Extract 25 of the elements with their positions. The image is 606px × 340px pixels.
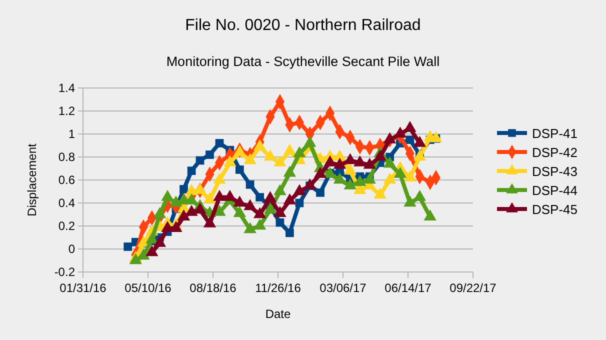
x-tick-label: 09/22/17 [450,281,497,295]
x-tick-label: 03/06/17 [320,281,367,295]
y-tick-label: 1 [68,127,76,141]
y-tick-label: 0.6 [58,173,76,187]
legend-label: DSP-43 [532,164,578,179]
legend-label: DSP-41 [532,126,578,141]
legend-label: DSP-42 [532,145,578,160]
y-tick-label: -0.2 [54,265,76,279]
legend-label: DSP-45 [532,202,578,217]
x-axis-title: Date [265,307,291,321]
x-tick-label: 01/31/16 [60,281,107,295]
y-axis-title: Displacement [25,142,39,216]
y-tick-label: 0.4 [58,196,76,210]
y-tick-label: 1.2 [58,104,76,118]
legend-label: DSP-44 [532,183,578,198]
chart-subtitle: Monitoring Data - Scytheville Secant Pile Wall [166,54,440,69]
y-tick-label: 0 [68,242,76,256]
x-tick-label: 11/26/16 [255,281,302,295]
x-tick-label: 06/14/17 [384,281,432,295]
y-tick-label: 0.2 [58,219,76,233]
y-tick-label: 1.4 [58,81,76,95]
x-tick-label: 05/10/16 [124,281,172,295]
x-tick-label: 08/18/16 [190,281,237,295]
y-tick-label: 0.8 [58,150,76,164]
chart-title: File No. 0020 - Northern Railroad [185,17,421,34]
